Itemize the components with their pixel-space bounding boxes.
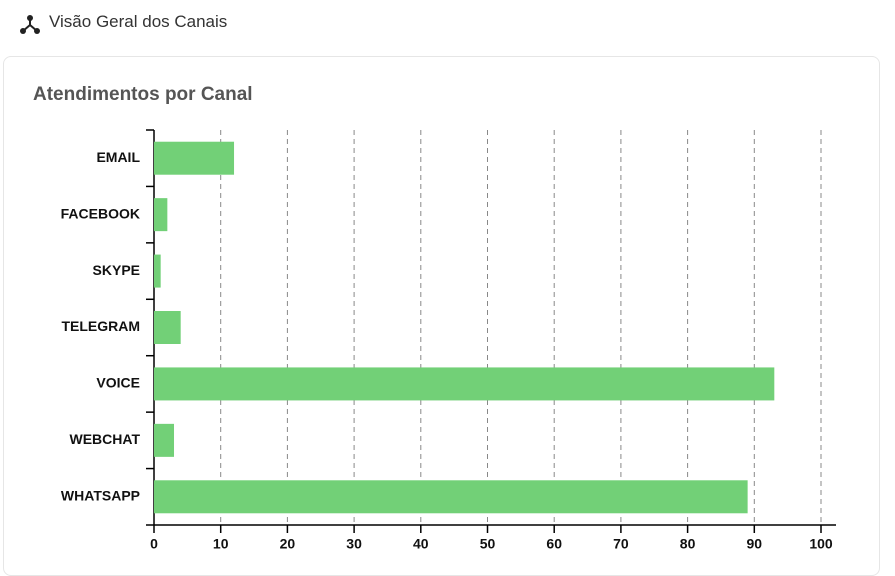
page: Visão Geral dos Canais Atendimentos por … (3, 12, 880, 576)
x-tick-label: 30 (346, 536, 362, 552)
y-tick-label: WEBCHAT (69, 431, 140, 447)
y-tick-label: FACEBOOK (61, 205, 140, 221)
chart: 0 10 20 30 40 50 60 70 80 90 100 EMAIL FACEBOOK SKYPE… (61, 129, 836, 552)
x-tick-label: 100 (809, 536, 833, 552)
y-tick-label: WHATSAPP (61, 487, 140, 503)
bar (154, 198, 168, 232)
bar (154, 254, 161, 288)
x-tick-label: 40 (413, 536, 429, 552)
y-tick-label: EMAIL (96, 149, 140, 165)
y-tick-label: TELEGRAM (61, 318, 140, 334)
bar (154, 367, 775, 401)
x-tick-label: 60 (546, 536, 562, 552)
bar (154, 480, 748, 514)
bar (154, 423, 175, 457)
y-tick-label: VOICE (96, 375, 140, 391)
chart-title: Atendimentos por Canal (33, 84, 253, 105)
x-tick-label: 80 (680, 536, 696, 552)
x-tick-label: 70 (613, 536, 629, 552)
x-tick-label: 50 (480, 536, 496, 552)
x-tick-label: 20 (280, 536, 296, 552)
page-title: Visão Geral dos Canais (49, 12, 228, 31)
x-tick-label: 10 (213, 536, 229, 552)
bar (154, 141, 235, 175)
bar (154, 311, 181, 344)
channels-icon (20, 15, 40, 34)
x-tick-label: 0 (150, 536, 158, 552)
y-tick-label: SKYPE (93, 262, 140, 278)
x-tick-label: 90 (747, 536, 763, 552)
